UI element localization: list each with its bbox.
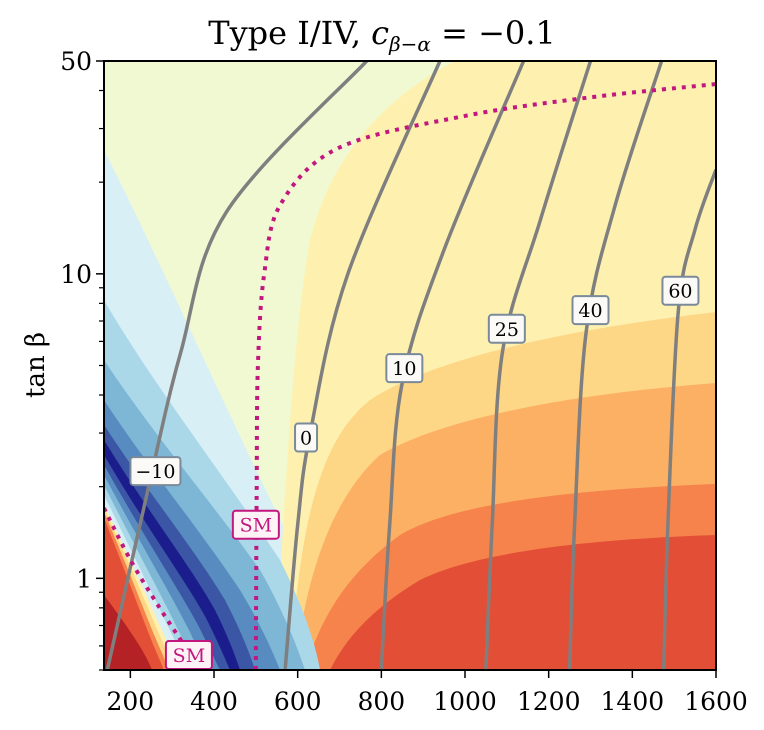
contour-label-text: 10: [392, 358, 416, 380]
contour-labels: −10 0 10 25 40 60: [129, 275, 700, 487]
x-tick-label: 200: [106, 687, 154, 716]
y-tick-label: 10: [60, 260, 92, 289]
x-tick-label: 1200: [517, 687, 581, 716]
x-axis: 200 400 600 800 1000 1200 1400 1600: [106, 670, 748, 716]
sm-labels: SM SM: [164, 509, 280, 671]
sm-label-text: SM: [240, 515, 272, 537]
sm-dotted-line: [253, 82, 716, 670]
contour-label: 0: [294, 422, 319, 453]
sm-label-text: SM: [173, 645, 205, 667]
contour-label-box: [487, 313, 526, 344]
x-tick-label: 1000: [433, 687, 497, 716]
sm-label: SM: [231, 509, 280, 540]
sm-label: SM: [164, 640, 213, 671]
chart-title: Type I/IV, cβ−α = −0.1: [208, 14, 556, 56]
contour-label-box: [294, 422, 319, 453]
contour-line: [567, 61, 664, 670]
contour-label-box: [661, 275, 700, 306]
contour-label: 10: [385, 353, 424, 384]
contour-label-text: −10: [135, 461, 175, 483]
contour-label: −10: [129, 456, 182, 487]
x-tick-label: 1400: [601, 687, 665, 716]
contour-label-box: [129, 456, 182, 487]
contour-line: [484, 61, 593, 670]
sm-label-box: [231, 509, 280, 540]
region-dark-red: [104, 595, 152, 670]
contour-label: 60: [661, 275, 700, 306]
y-axis-label: tan β: [21, 332, 51, 398]
x-tick-label: 1600: [684, 687, 748, 716]
y-tick-label: 1: [76, 564, 92, 593]
x-tick-label: 400: [190, 687, 238, 716]
region-red: [330, 535, 716, 670]
contour-line: [105, 61, 368, 670]
contour-label-text: 25: [495, 319, 519, 341]
contour-label: 25: [487, 313, 526, 344]
contour-lines: [105, 61, 716, 670]
x-tick-label: 800: [357, 687, 405, 716]
contour-label-text: 60: [668, 281, 692, 303]
contour-line: [661, 169, 716, 670]
y-tick-label: 50: [60, 47, 92, 76]
contour-label-box: [571, 295, 610, 326]
y-axis: 1 10 50: [60, 47, 104, 671]
x-tick-label: 600: [274, 687, 322, 716]
contour-label-text: 40: [578, 300, 602, 322]
contour-line: [283, 61, 442, 670]
contour-label: 40: [571, 295, 610, 326]
contour-label-box: [385, 353, 424, 384]
contour-label-text: 0: [300, 428, 312, 450]
